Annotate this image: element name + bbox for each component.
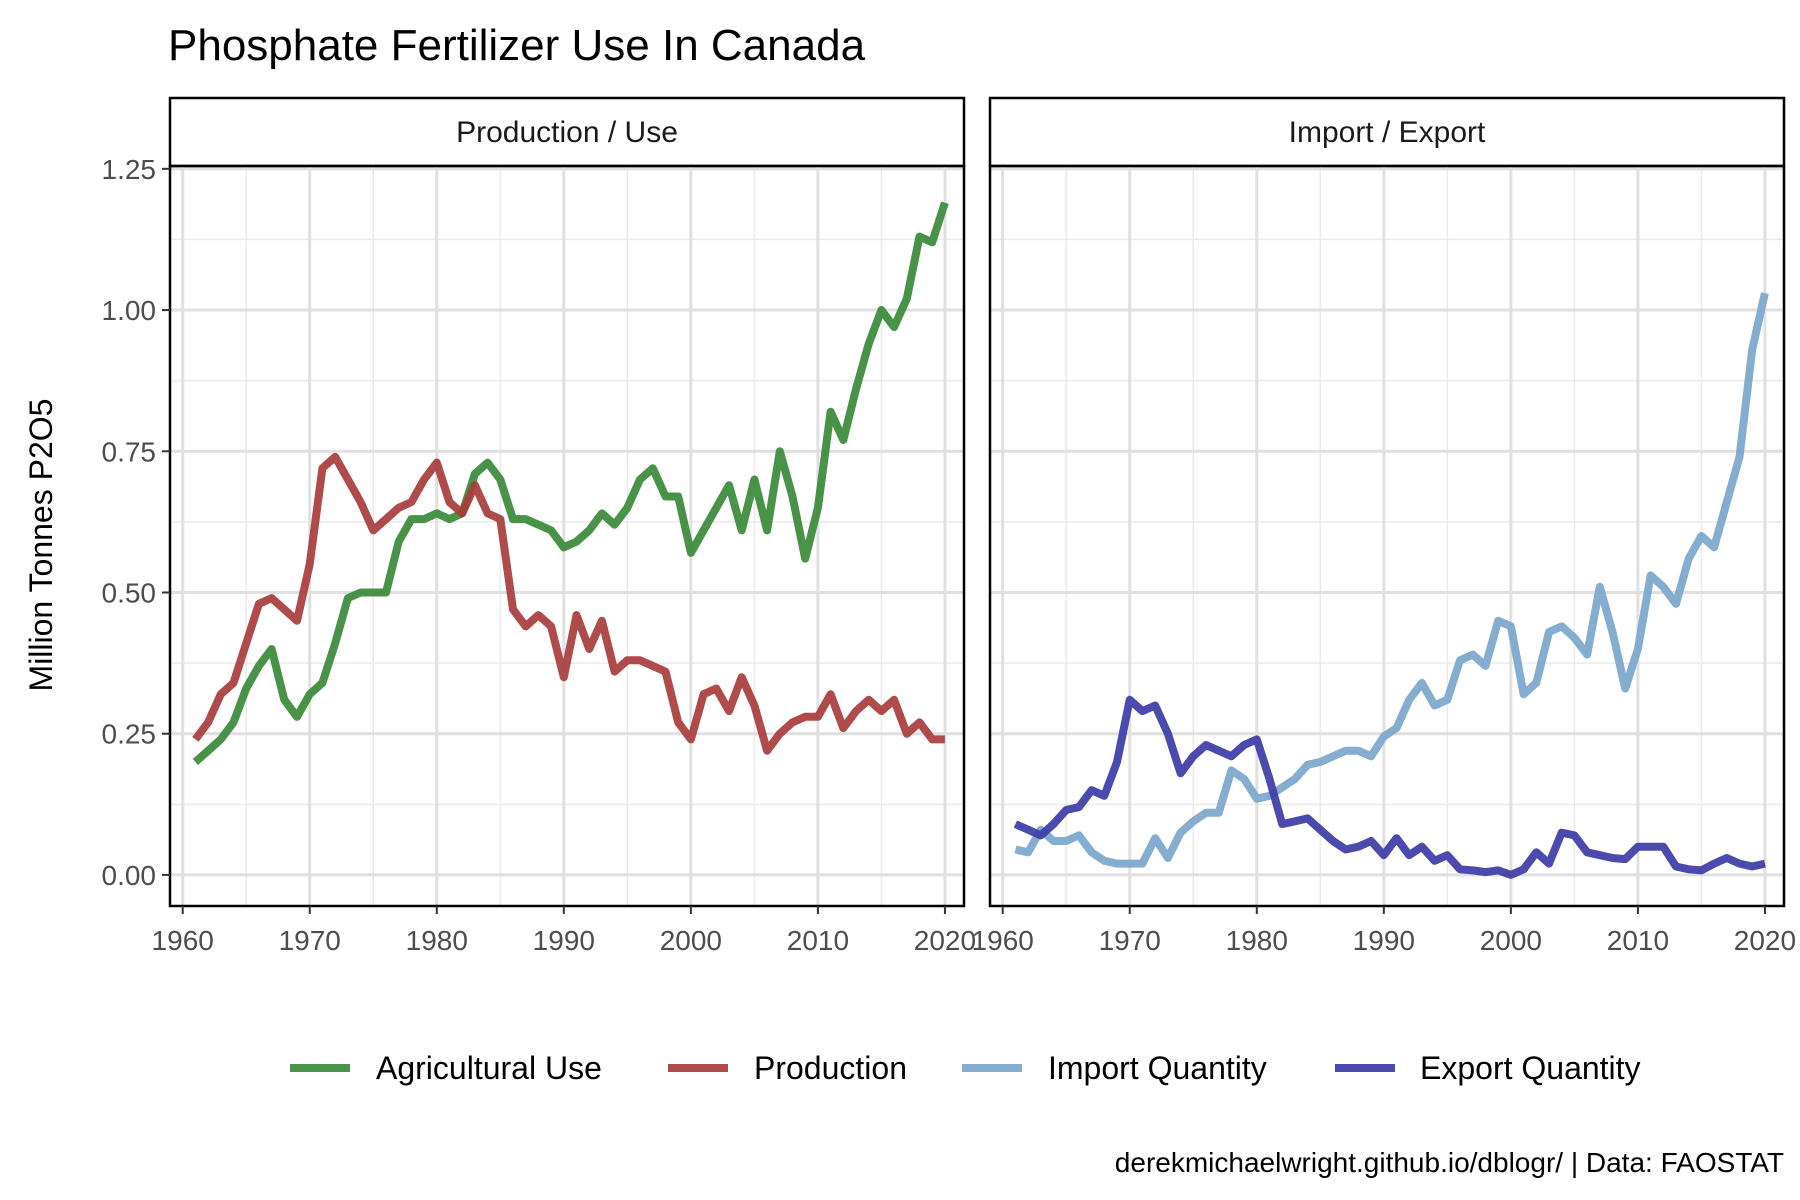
y-tick-label: 0.50 [102, 577, 157, 608]
y-axis-label: Million Tonnes P2O5 [23, 399, 59, 692]
x-tick-label: 1980 [1226, 925, 1288, 956]
x-tick-label: 2000 [660, 925, 722, 956]
x-tick-label: 1970 [279, 925, 341, 956]
x-tick-label: 2010 [787, 925, 849, 956]
legend-label-production: Production [754, 1050, 907, 1086]
y-tick-label: 0.25 [102, 719, 157, 750]
series-line-agricultural-use [192, 201, 949, 765]
series-line-production [192, 452, 945, 755]
panel-1: Production / Use 1960 1970 1980 1990 2000 2010… [102, 96, 976, 956]
panel-border [168, 164, 966, 908]
series-line-import-quantity [1014, 292, 1769, 868]
y-tick-label: 0.75 [102, 436, 157, 467]
panel-strip-label: Import / Export [1289, 116, 1486, 149]
legend: Agricultural Use Production Import Quantit… [290, 1050, 1641, 1086]
x-tick-label: 2020 [914, 925, 976, 956]
series-line-export-quantity [1013, 695, 1766, 879]
x-tick-label: 1990 [533, 925, 595, 956]
legend-label-import-quantity: Import Quantity [1048, 1050, 1267, 1086]
x-tick-label: 1990 [1353, 925, 1415, 956]
panel-strip-label: Production / Use [456, 116, 678, 149]
legend-label-export-quantity: Export Quantity [1420, 1050, 1641, 1086]
y-tick-label: 1.25 [102, 154, 157, 185]
x-tick-label: 2010 [1607, 925, 1669, 956]
chart-title: Phosphate Fertilizer Use In Canada [168, 21, 866, 70]
x-tick-label: 1960 [972, 925, 1034, 956]
x-tick-label: 2020 [1734, 925, 1796, 956]
caption: derekmichaelwright.github.io/dblogr/ | D… [1115, 1147, 1784, 1178]
panel-2: Import / Export 1960 1970 1980 1990 2000 2010 2… [972, 96, 1796, 956]
x-tick-label: 1960 [152, 925, 214, 956]
x-tick-label: 1970 [1099, 925, 1161, 956]
legend-label-agricultural-use: Agricultural Use [376, 1050, 602, 1086]
x-tick-label: 2000 [1480, 925, 1542, 956]
y-tick-label: 0.00 [102, 860, 157, 891]
y-tick-label: 1.00 [102, 295, 157, 326]
panel-strip [988, 96, 1786, 168]
panels-layer: Production / Use 1960 1970 1980 1990 2000 2010… [102, 96, 1796, 956]
panel-border [988, 164, 1786, 908]
x-tick-label: 1980 [406, 925, 468, 956]
panel-strip [168, 96, 966, 168]
